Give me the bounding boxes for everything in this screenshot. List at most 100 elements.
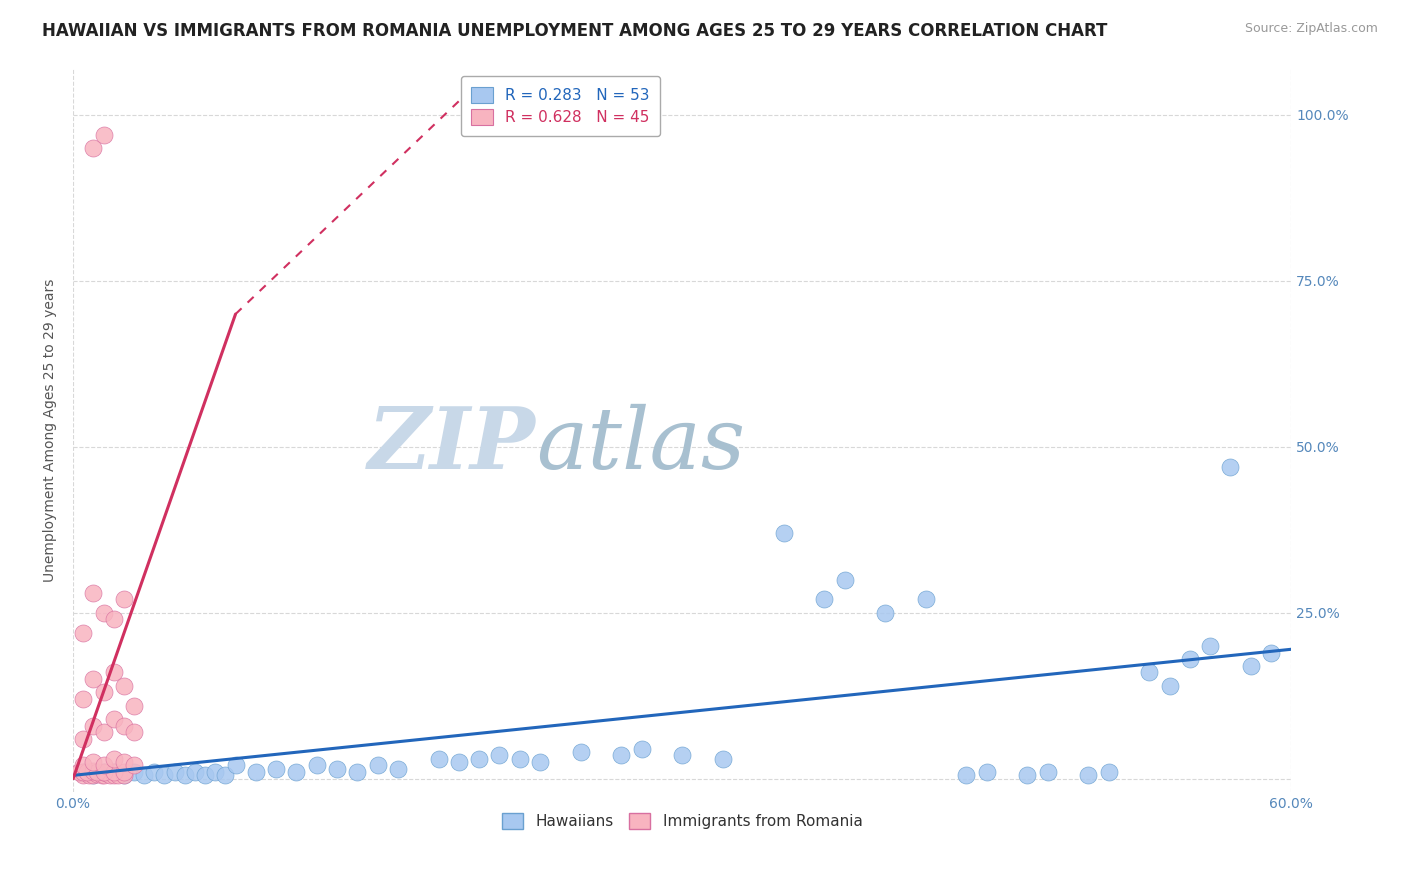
Point [112,755,135,769]
Point [875,606,897,620]
Y-axis label: Unemployment Among Ages 25 to 29 years: Unemployment Among Ages 25 to 29 years [44,278,58,582]
Point [305,758,328,772]
Point [509,752,531,766]
Point [98,768,121,782]
Point [163,765,186,780]
Point [1097,765,1119,780]
Point [93,606,115,620]
Point [427,752,450,766]
Point [112,765,135,780]
Point [915,592,938,607]
Point [86,767,108,781]
Point [90,768,112,782]
Point [1077,768,1099,782]
Point [93,768,115,782]
Point [1137,665,1160,680]
Point [79,768,101,782]
Text: atlas: atlas [536,403,745,486]
Point [82,672,104,686]
Point [93,725,115,739]
Point [184,765,207,780]
Point [112,679,135,693]
Point [214,768,236,782]
Point [103,665,125,680]
Point [1240,658,1263,673]
Point [72,768,94,782]
Point [813,592,835,607]
Point [112,718,135,732]
Point [86,765,108,780]
Point [82,768,104,782]
Point [112,768,135,782]
Point [67,765,90,780]
Point [103,765,125,780]
Point [76,766,98,780]
Point [122,765,145,780]
Point [72,692,94,706]
Point [569,745,592,759]
Point [468,752,491,766]
Point [103,765,125,780]
Point [1017,768,1039,782]
Point [1036,765,1059,780]
Point [173,768,195,782]
Point [94,766,117,780]
Point [72,765,94,780]
Point [1199,639,1222,653]
Point [76,765,98,780]
Point [103,768,125,782]
Point [93,758,115,772]
Point [194,768,217,782]
Point [711,752,734,766]
Legend: Hawaiians, Immigrants from Romania: Hawaiians, Immigrants from Romania [496,806,869,835]
Point [134,768,156,782]
Point [245,765,267,780]
Point [326,762,349,776]
Point [285,765,308,780]
Point [671,748,693,763]
Point [112,592,135,607]
Point [630,741,652,756]
Point [1178,652,1201,666]
Point [82,764,104,778]
Point [72,758,94,772]
Point [82,141,104,155]
Point [346,765,368,780]
Point [834,573,856,587]
Point [1219,459,1241,474]
Point [529,755,551,769]
Point [122,725,145,739]
Point [610,748,633,763]
Point [1260,646,1282,660]
Point [225,758,247,772]
Text: HAWAIIAN VS IMMIGRANTS FROM ROMANIA UNEMPLOYMENT AMONG AGES 25 TO 29 YEARS CORRE: HAWAIIAN VS IMMIGRANTS FROM ROMANIA UNEM… [42,22,1108,40]
Point [367,758,389,772]
Point [93,765,115,780]
Point [143,765,166,780]
Point [955,768,977,782]
Point [122,758,145,772]
Point [82,768,104,782]
Point [1159,679,1181,693]
Point [153,768,176,782]
Point [112,768,135,782]
Point [976,765,998,780]
Point [93,128,115,142]
Point [204,765,226,780]
Point [103,752,125,766]
Point [103,612,125,626]
Point [93,685,115,699]
Text: ZIP: ZIP [368,403,536,486]
Point [82,755,104,769]
Point [72,625,94,640]
Point [488,748,510,763]
Point [72,731,94,746]
Point [82,586,104,600]
Point [82,718,104,732]
Point [264,762,287,776]
Point [107,768,129,782]
Point [772,526,794,541]
Point [93,765,115,780]
Point [387,762,409,776]
Point [122,698,145,713]
